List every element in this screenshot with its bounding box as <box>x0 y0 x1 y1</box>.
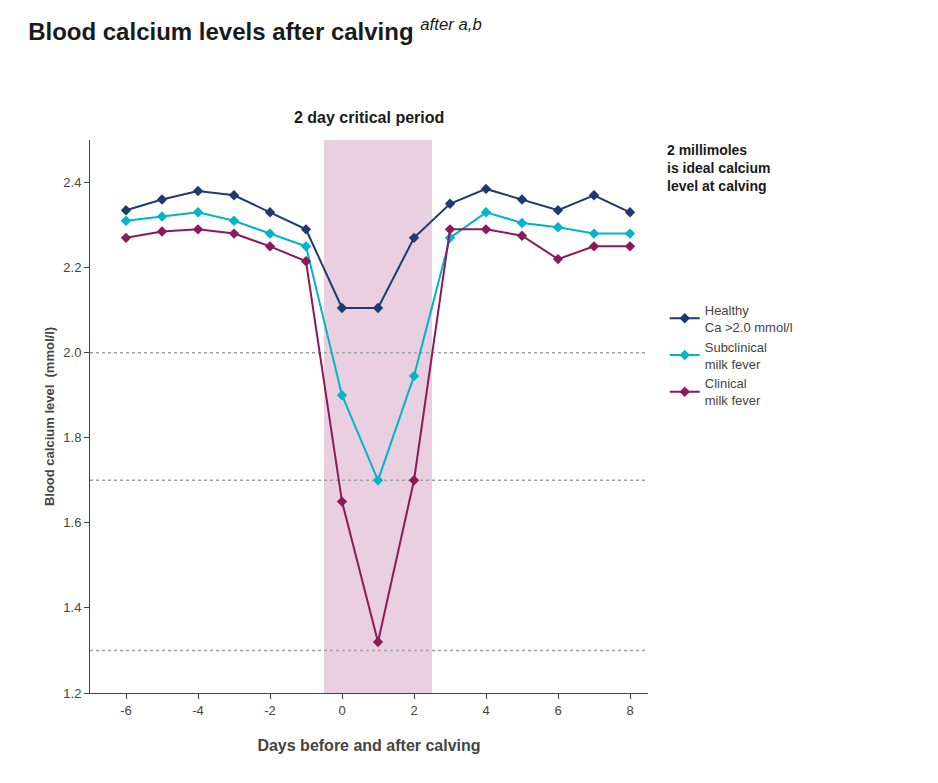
svg-text:2.4: 2.4 <box>63 175 81 190</box>
svg-text:-6: -6 <box>120 703 132 718</box>
svg-text:4: 4 <box>482 703 489 718</box>
svg-text:6: 6 <box>554 703 561 718</box>
svg-text:1.8: 1.8 <box>63 430 81 445</box>
svg-text:0: 0 <box>338 703 345 718</box>
svg-text:-4: -4 <box>192 703 204 718</box>
svg-text:Days before and after calving: Days before and after calving <box>257 737 480 754</box>
svg-text:1.2: 1.2 <box>63 686 81 701</box>
svg-text:2 millimolesis ideal calciumle: 2 millimolesis ideal calciumlevel at cal… <box>667 142 771 194</box>
svg-text:1.6: 1.6 <box>63 515 81 530</box>
svg-text:HealthyCa >2.0 mmol/l: HealthyCa >2.0 mmol/l <box>705 303 793 335</box>
svg-text:Blood calcium level (mmol/l): Blood calcium level (mmol/l) <box>42 327 57 506</box>
svg-text:Blood calcium levels after cal: Blood calcium levels after calving ​afte… <box>28 15 482 45</box>
svg-text:2 day critical period: 2 day critical period <box>294 109 444 126</box>
svg-text:2.0: 2.0 <box>63 345 81 360</box>
svg-text:2: 2 <box>410 703 417 718</box>
svg-text:2.2: 2.2 <box>63 260 81 275</box>
svg-text:Clinicalmilk fever: Clinicalmilk fever <box>705 376 761 408</box>
svg-text:8: 8 <box>626 703 633 718</box>
svg-text:Subclinicalmilk fever: Subclinicalmilk fever <box>705 340 767 372</box>
svg-text:1.4: 1.4 <box>63 600 81 615</box>
svg-text:-2: -2 <box>264 703 276 718</box>
